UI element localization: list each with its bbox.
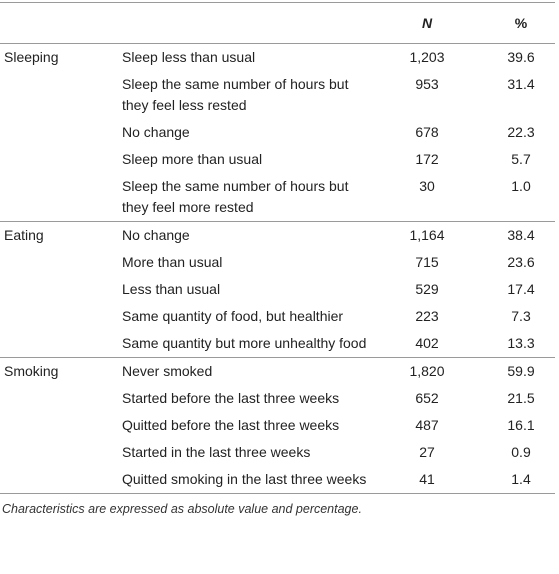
item-cell: Started before the last three weeks bbox=[122, 390, 340, 406]
header-pct: % bbox=[487, 2, 555, 44]
pct-cell: 23.6 bbox=[507, 254, 535, 270]
item-cell: Quitted smoking in the last three weeks bbox=[122, 466, 367, 494]
empty-cell bbox=[0, 330, 122, 358]
table-row: More than usual 715 23.6 bbox=[0, 249, 555, 276]
empty-cell bbox=[0, 466, 122, 494]
table-row: Same quantity of food, but healthier 223 7… bbox=[0, 303, 555, 330]
table-row: Started before the last three weeks 652 21… bbox=[0, 385, 555, 412]
n-cell: 652 bbox=[415, 390, 439, 406]
pct-cell: 31.4 bbox=[507, 76, 535, 92]
table-row: Quitted before the last three weeks 487 16… bbox=[0, 412, 555, 439]
item-cell: No change bbox=[122, 124, 190, 140]
pct-cell: 16.1 bbox=[507, 417, 535, 433]
pct-cell: 21.5 bbox=[507, 390, 535, 406]
n-cell: 1,203 bbox=[367, 43, 487, 71]
data-table: N % Sleeping Sleep less than usual 1,203 39… bbox=[0, 2, 555, 494]
n-cell: 402 bbox=[415, 335, 439, 351]
pct-cell: 17.4 bbox=[507, 281, 535, 297]
n-cell: 223 bbox=[415, 308, 439, 324]
empty-cell bbox=[0, 249, 122, 276]
empty-cell bbox=[0, 385, 122, 412]
item-cell: Sleep the same number of hours but they … bbox=[122, 178, 349, 215]
pct-cell: 1.0 bbox=[511, 178, 531, 194]
n-cell: 41 bbox=[367, 466, 487, 494]
header-row: N % bbox=[0, 2, 555, 44]
item-cell: Sleep more than usual bbox=[122, 151, 263, 167]
n-cell: 27 bbox=[419, 444, 435, 460]
item-cell: No change bbox=[122, 221, 367, 249]
pct-cell: 39.6 bbox=[487, 43, 555, 71]
group-label: Smoking bbox=[0, 357, 122, 385]
table-body: Sleeping Sleep less than usual 1,203 39.6 Sl… bbox=[0, 43, 555, 494]
n-cell: 529 bbox=[415, 281, 439, 297]
table-row: Sleep more than usual 172 5.7 bbox=[0, 146, 555, 173]
header-n: N bbox=[367, 2, 487, 44]
empty-cell bbox=[0, 276, 122, 303]
pct-cell: 0.9 bbox=[511, 444, 531, 460]
item-cell: Sleep less than usual bbox=[122, 43, 367, 71]
header-cell bbox=[0, 2, 122, 44]
n-cell: 678 bbox=[415, 124, 439, 140]
group-label: Sleeping bbox=[0, 43, 122, 71]
pct-cell: 59.9 bbox=[487, 357, 555, 385]
item-cell: Never smoked bbox=[122, 357, 367, 385]
table-header: N % bbox=[0, 2, 555, 44]
table-row: Same quantity but more unhealthy food 402… bbox=[0, 330, 555, 358]
empty-cell bbox=[0, 412, 122, 439]
table-row: Quitted smoking in the last three weeks 4… bbox=[0, 466, 555, 494]
empty-cell bbox=[0, 71, 122, 119]
header-cell bbox=[122, 2, 367, 44]
table-row: Eating No change 1,164 38.4 bbox=[0, 221, 555, 249]
n-cell: 1,164 bbox=[367, 221, 487, 249]
table-row: Sleeping Sleep less than usual 1,203 39.6 bbox=[0, 43, 555, 71]
n-cell: 715 bbox=[415, 254, 439, 270]
group-label: Eating bbox=[0, 221, 122, 249]
pct-cell: 1.4 bbox=[487, 466, 555, 494]
pct-cell: 7.3 bbox=[511, 308, 531, 324]
empty-cell bbox=[0, 146, 122, 173]
item-cell: Started in the last three weeks bbox=[122, 444, 311, 460]
table-row: No change 678 22.3 bbox=[0, 119, 555, 146]
footnote: Characteristics are expressed as absolut… bbox=[2, 502, 362, 516]
pct-cell: 38.4 bbox=[487, 221, 555, 249]
table-row: Started in the last three weeks 27 0.9 bbox=[0, 439, 555, 466]
item-cell: Less than usual bbox=[122, 281, 221, 297]
n-cell: 1,820 bbox=[367, 357, 487, 385]
item-cell: Same quantity but more unhealthy food bbox=[122, 335, 367, 351]
empty-cell bbox=[0, 173, 122, 222]
pct-cell: 5.7 bbox=[511, 151, 531, 167]
n-cell: 953 bbox=[415, 76, 439, 92]
n-cell: 487 bbox=[415, 417, 439, 433]
item-cell: Same quantity of food, but healthier bbox=[122, 308, 344, 324]
table-row: Less than usual 529 17.4 bbox=[0, 276, 555, 303]
pct-cell: 22.3 bbox=[507, 124, 535, 140]
pct-cell: 13.3 bbox=[507, 335, 535, 351]
n-cell: 172 bbox=[415, 151, 439, 167]
empty-cell bbox=[0, 303, 122, 330]
item-cell: More than usual bbox=[122, 254, 223, 270]
n-cell: 30 bbox=[419, 178, 435, 194]
table-row: Sleep the same number of hours but they … bbox=[0, 71, 555, 119]
table-row: Sleep the same number of hours but they … bbox=[0, 173, 555, 222]
empty-cell bbox=[0, 439, 122, 466]
table-row: Smoking Never smoked 1,820 59.9 bbox=[0, 357, 555, 385]
empty-cell bbox=[0, 119, 122, 146]
item-cell: Sleep the same number of hours but they … bbox=[122, 76, 349, 113]
item-cell: Quitted before the last three weeks bbox=[122, 417, 340, 433]
